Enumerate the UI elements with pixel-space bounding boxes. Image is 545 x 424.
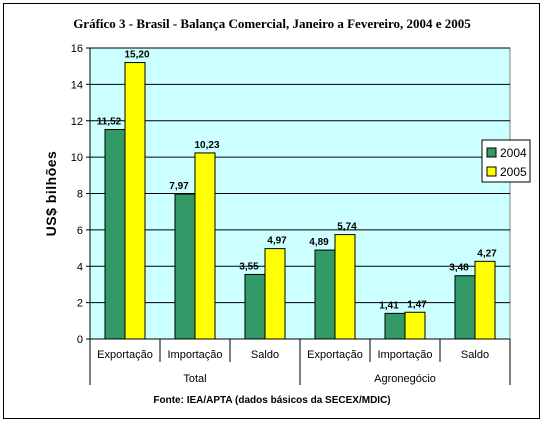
legend-label: 2004 [500, 146, 527, 160]
data-label: 11,52 [97, 116, 122, 127]
data-label: 4,89 [309, 237, 329, 248]
x-category-label: Saldo [461, 349, 489, 361]
x-group-label: Total [183, 373, 206, 385]
y-tick-label: 4 [77, 261, 83, 273]
x-group-label: Agronegócio [374, 373, 436, 385]
bar-2004 [454, 275, 476, 340]
y-tick-label: 8 [77, 189, 83, 201]
bar-2004 [384, 312, 406, 340]
bar-2004 [314, 249, 336, 340]
bar-2005 [334, 234, 356, 340]
chart-title: Gráfico 3 - Brasil - Balança Comercial, … [73, 16, 471, 31]
data-label: 1,41 [379, 300, 399, 311]
bar-2004 [174, 193, 196, 340]
bar-2005 [264, 248, 286, 340]
data-label: 4,97 [267, 236, 287, 247]
bar-2005 [194, 152, 216, 340]
y-tick-label: 2 [77, 298, 83, 310]
bar-2004 [244, 273, 266, 340]
x-category-label: Saldo [251, 349, 279, 361]
y-tick-label: 6 [77, 225, 83, 237]
bar-2005 [474, 260, 496, 340]
plot-area: 0 2 4 6 8 10 12 14 16 11,52 15,20 Exportação 7,97 10,… [71, 43, 511, 385]
bar-2005 [124, 62, 146, 340]
y-tick-label: 0 [77, 334, 83, 346]
data-label: 15,20 [124, 50, 149, 61]
legend-swatch-2004 [486, 147, 497, 158]
data-label: 3,55 [239, 261, 259, 272]
source-note: Fonte: IEA/APTA (dados básicos da SECEX/… [153, 395, 390, 406]
bar-2004 [104, 128, 126, 340]
legend: 2004 2005 [481, 139, 531, 183]
legend-label: 2005 [500, 165, 527, 179]
data-label: 3,48 [449, 263, 469, 274]
bar-2005 [404, 311, 426, 340]
data-label: 1,47 [407, 299, 427, 310]
data-label: 7,97 [169, 181, 189, 192]
y-tick-label: 14 [71, 79, 83, 91]
y-tick-label: 12 [71, 116, 83, 128]
x-category-label: Importação [377, 349, 432, 361]
y-tick-label: 16 [71, 43, 83, 55]
data-label: 5,74 [337, 222, 357, 233]
legend-swatch-2005 [486, 166, 497, 177]
data-label: 4,27 [477, 248, 497, 259]
x-category-label: Exportação [307, 349, 363, 361]
x-category-label: Exportação [97, 349, 153, 361]
y-tick-label: 10 [71, 152, 83, 164]
chart-frame [3, 3, 540, 419]
data-label: 10,23 [194, 140, 219, 151]
y-axis-label: US$ bilhões [43, 151, 59, 237]
x-category-label: Importação [167, 349, 222, 361]
